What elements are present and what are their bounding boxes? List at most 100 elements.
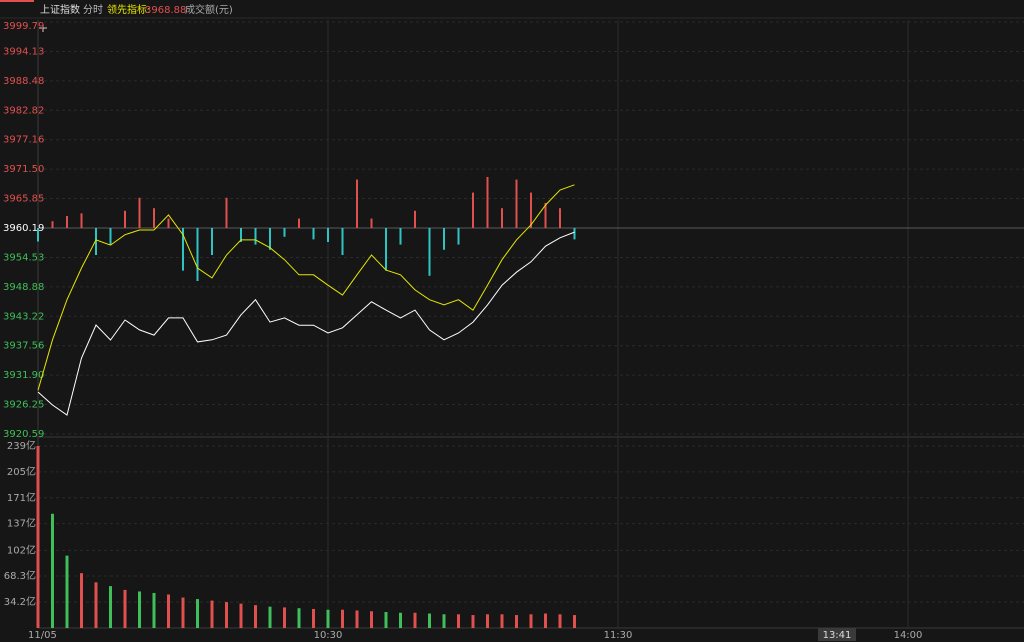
- volume-bar: [152, 592, 156, 628]
- y-tick-label: 34.2亿: [4, 595, 36, 608]
- volume-bar: [65, 555, 69, 628]
- indicator-bar: [428, 228, 431, 276]
- volume-bar: [283, 607, 286, 628]
- volume-bar: [544, 613, 547, 628]
- indicator-bar: [559, 208, 561, 228]
- volume-bar: [442, 614, 446, 628]
- volume-bar: [515, 615, 518, 628]
- volume-bar: [210, 600, 214, 628]
- volume-bar: [384, 612, 388, 628]
- y-tick-label: 3971.50: [3, 164, 44, 175]
- indicator-bar: [399, 228, 402, 245]
- volume-bar: [94, 582, 98, 628]
- volume-bar: [80, 573, 83, 628]
- y-tick-label: 3999.79: [3, 21, 44, 32]
- volume-bar: [196, 599, 199, 628]
- indicator-bar: [370, 218, 373, 228]
- indicator-bar: [196, 228, 199, 282]
- volume-bar: [167, 594, 170, 628]
- y-tick-label: 102亿: [7, 543, 36, 556]
- volume-bar: [254, 605, 257, 628]
- indicator-bar: [312, 228, 315, 240]
- cursor-time-box: [818, 628, 856, 641]
- volume-bar: [268, 606, 272, 628]
- y-tick-label: 68.3亿: [4, 569, 36, 582]
- indicator-bar: [225, 197, 228, 228]
- indicator-bar: [385, 228, 387, 271]
- indicator-bar: [269, 228, 271, 250]
- volume-bar: [471, 615, 475, 628]
- y-tick-label: 239亿: [7, 439, 36, 452]
- y-tick-label: 3954.53: [3, 252, 44, 263]
- indicator-bar: [124, 210, 126, 228]
- y-tick-label: 205亿: [7, 465, 36, 478]
- y-tick-label: 3960.19: [3, 223, 44, 234]
- indicator-bar: [283, 228, 286, 237]
- volume-bar: [486, 614, 489, 628]
- indicator-bar: [515, 179, 518, 228]
- y-tick-label: 3926.25: [3, 400, 44, 411]
- series-line: [37, 184, 575, 391]
- x-tick-label: 11/05: [28, 630, 57, 641]
- y-tick-label: 137亿: [7, 517, 36, 530]
- volume-bar: [500, 614, 504, 628]
- indicator-bar: [443, 228, 445, 250]
- volume-bar: [51, 513, 54, 628]
- series-line: [37, 231, 575, 416]
- tab-marker: [0, 0, 34, 2]
- y-tick-label: 171亿: [7, 491, 36, 504]
- header-mode: 分时: [83, 4, 103, 16]
- plot-layer: 3920.59 3926.25 3931.90 3937.56 3943.22 3948.…: [3, 20, 1024, 641]
- cursor-time: 13:41: [823, 630, 852, 641]
- indicator-bar: [530, 192, 532, 228]
- indicator-bar: [240, 228, 242, 242]
- y-tick-label: 3988.48: [3, 76, 44, 87]
- volume-bar: [370, 611, 373, 628]
- indicator-bar: [501, 208, 503, 228]
- indicator-bar: [356, 179, 358, 228]
- y-tick-label: 3943.22: [3, 311, 44, 322]
- y-tick-label: 3994.13: [3, 46, 44, 57]
- indicator-bar: [51, 221, 54, 228]
- volume-bar: [36, 446, 40, 628]
- volume-bar: [181, 597, 185, 628]
- volume-label: 成交额(元): [185, 3, 233, 16]
- x-tick-label: 10:30: [314, 630, 343, 641]
- y-tick-label: 3965.85: [3, 194, 44, 205]
- indicator-bar: [138, 197, 141, 228]
- volume-bar: [123, 589, 127, 628]
- indicator-bar: [544, 202, 547, 228]
- indicator-bar: [109, 228, 112, 245]
- volume-bar: [109, 586, 112, 628]
- y-tick-label: 3920.59: [3, 429, 44, 440]
- indicator-bar: [457, 228, 460, 245]
- volume-bar: [428, 613, 431, 628]
- volume-bar: [312, 608, 315, 628]
- volume-bar: [399, 612, 402, 628]
- indicator-bar: [211, 228, 213, 255]
- x-tick-label: 11:30: [604, 630, 633, 641]
- volume-bar: [326, 609, 330, 628]
- volume-bar: [239, 603, 243, 628]
- indicator-bar: [254, 228, 257, 245]
- indicator-bar: [95, 228, 97, 255]
- indicator-bar: [167, 218, 170, 228]
- volume-bar: [138, 591, 141, 628]
- cursor-cross: [39, 24, 47, 32]
- indicator-bar: [327, 228, 329, 242]
- indicator-bar: [341, 228, 344, 255]
- volume-bar: [341, 609, 344, 628]
- indicator-bar: [80, 213, 83, 228]
- y-tick-label: 3937.56: [3, 341, 44, 352]
- volume-bar: [457, 614, 460, 628]
- y-tick-label: 3977.16: [3, 135, 44, 146]
- indicator-bar: [298, 218, 300, 228]
- indicator-bar: [472, 192, 474, 228]
- indicator-bar: [37, 228, 39, 242]
- indicator-bar: [66, 215, 68, 228]
- indicator-bar: [573, 228, 576, 240]
- volume-bar: [413, 612, 417, 628]
